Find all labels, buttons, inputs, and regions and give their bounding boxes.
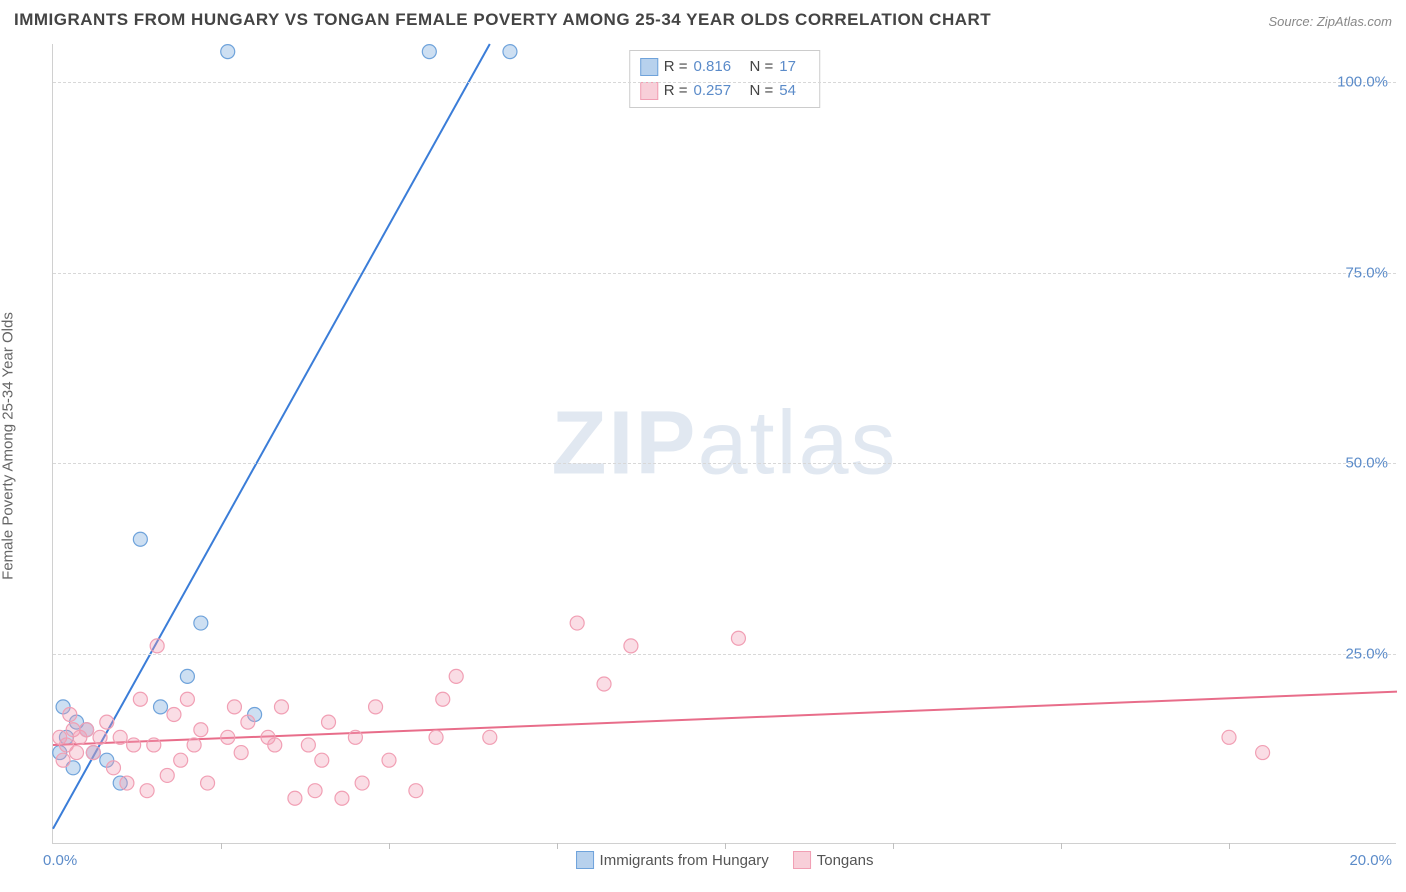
data-point (241, 715, 255, 729)
data-point (449, 669, 463, 683)
gridline (53, 82, 1396, 83)
data-point (63, 707, 77, 721)
legend-n-value-hungary: 17 (779, 55, 809, 79)
x-axis-tick-mark (221, 843, 222, 849)
y-axis-tick: 75.0% (1345, 264, 1388, 281)
data-point (154, 700, 168, 714)
gridline (53, 654, 1396, 655)
data-point (160, 768, 174, 782)
data-point (150, 639, 164, 653)
data-point (274, 700, 288, 714)
data-point (570, 616, 584, 630)
legend-item-hungary: Immigrants from Hungary (576, 851, 769, 869)
data-point (624, 639, 638, 653)
data-point (106, 761, 120, 775)
data-point (174, 753, 188, 767)
legend-n-label: N = (750, 55, 774, 79)
data-point (227, 700, 241, 714)
data-point (322, 715, 336, 729)
data-point (167, 707, 181, 721)
data-point (261, 730, 275, 744)
data-point (140, 784, 154, 798)
x-axis-tick-mark (1229, 843, 1230, 849)
source-attribution: Source: ZipAtlas.com (1268, 14, 1392, 29)
data-point (234, 746, 248, 760)
gridline (53, 273, 1396, 274)
y-axis-tick: 100.0% (1337, 74, 1388, 91)
data-point (194, 723, 208, 737)
data-point (113, 730, 127, 744)
gridline (53, 463, 1396, 464)
data-point (315, 753, 329, 767)
data-point (308, 784, 322, 798)
data-point (436, 692, 450, 706)
data-point (597, 677, 611, 691)
source-label: Source: (1268, 14, 1316, 29)
data-point (133, 532, 147, 546)
data-point (201, 776, 215, 790)
legend-item-tongans: Tongans (793, 851, 874, 869)
data-point (221, 45, 235, 59)
x-axis-tick-mark (893, 843, 894, 849)
legend-bottom-label-tongans: Tongans (817, 852, 874, 869)
legend-bottom-swatch-tongans (793, 851, 811, 869)
data-point (194, 616, 208, 630)
chart-title: IMMIGRANTS FROM HUNGARY VS TONGAN FEMALE… (14, 10, 991, 30)
correlation-legend: R = 0.816 N = 17 R = 0.257 N = 54 (629, 50, 821, 108)
data-point (1256, 746, 1270, 760)
x-axis-tick-start: 0.0% (43, 852, 77, 869)
data-point (503, 45, 517, 59)
data-point (369, 700, 383, 714)
data-point (301, 738, 315, 752)
data-point (147, 738, 161, 752)
legend-r-label: R = (664, 55, 688, 79)
x-axis-tick-mark (557, 843, 558, 849)
y-axis-tick: 50.0% (1345, 455, 1388, 472)
data-point (382, 753, 396, 767)
legend-r-value-hungary: 0.816 (694, 55, 744, 79)
data-point (120, 776, 134, 790)
x-axis-tick-mark (725, 843, 726, 849)
data-point (80, 723, 94, 737)
data-point (93, 730, 107, 744)
data-point (1222, 730, 1236, 744)
data-point (483, 730, 497, 744)
data-point (348, 730, 362, 744)
data-point (86, 746, 100, 760)
legend-row-hungary: R = 0.816 N = 17 (640, 55, 810, 79)
data-point (409, 784, 423, 798)
data-point (422, 45, 436, 59)
legend-swatch-hungary (640, 58, 658, 76)
y-axis-tick: 25.0% (1345, 645, 1388, 662)
data-point (221, 730, 235, 744)
data-point (288, 791, 302, 805)
data-point (100, 715, 114, 729)
scatter-plot-svg (53, 44, 1396, 843)
data-point (70, 746, 84, 760)
y-axis-label: Female Poverty Among 25-34 Year Olds (0, 312, 17, 580)
data-point (180, 692, 194, 706)
data-point (731, 631, 745, 645)
source-value: ZipAtlas.com (1317, 14, 1392, 29)
data-point (127, 738, 141, 752)
data-point (180, 669, 194, 683)
data-point (187, 738, 201, 752)
data-point (133, 692, 147, 706)
legend-swatch-tongans (640, 82, 658, 100)
trend-line (53, 44, 490, 829)
data-point (355, 776, 369, 790)
data-point (429, 730, 443, 744)
series-legend: Immigrants from Hungary Tongans (576, 851, 874, 869)
chart-plot-area: ZIPatlas R = 0.816 N = 17 R = 0.257 N = … (52, 44, 1396, 844)
data-point (335, 791, 349, 805)
legend-bottom-label-hungary: Immigrants from Hungary (600, 852, 769, 869)
x-axis-tick-end: 20.0% (1349, 852, 1392, 869)
x-axis-tick-mark (1061, 843, 1062, 849)
legend-bottom-swatch-hungary (576, 851, 594, 869)
x-axis-tick-mark (389, 843, 390, 849)
data-point (56, 753, 70, 767)
